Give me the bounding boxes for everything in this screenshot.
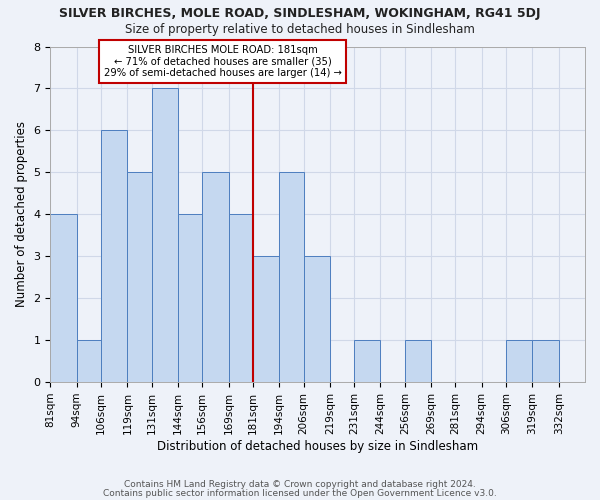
Bar bbox=[506, 340, 532, 382]
Bar bbox=[229, 214, 253, 382]
Bar bbox=[354, 340, 380, 382]
Bar bbox=[152, 88, 178, 382]
Bar bbox=[532, 340, 559, 382]
Bar bbox=[279, 172, 304, 382]
Bar bbox=[304, 256, 330, 382]
Bar bbox=[101, 130, 127, 382]
X-axis label: Distribution of detached houses by size in Sindlesham: Distribution of detached houses by size … bbox=[157, 440, 478, 452]
Y-axis label: Number of detached properties: Number of detached properties bbox=[15, 122, 28, 308]
Text: SILVER BIRCHES, MOLE ROAD, SINDLESHAM, WOKINGHAM, RG41 5DJ: SILVER BIRCHES, MOLE ROAD, SINDLESHAM, W… bbox=[59, 8, 541, 20]
Bar bbox=[405, 340, 431, 382]
Text: Size of property relative to detached houses in Sindlesham: Size of property relative to detached ho… bbox=[125, 22, 475, 36]
Bar bbox=[253, 256, 279, 382]
Bar bbox=[202, 172, 229, 382]
Bar bbox=[77, 340, 101, 382]
Bar bbox=[178, 214, 202, 382]
Bar bbox=[127, 172, 152, 382]
Text: Contains public sector information licensed under the Open Government Licence v3: Contains public sector information licen… bbox=[103, 488, 497, 498]
Bar bbox=[50, 214, 77, 382]
Text: Contains HM Land Registry data © Crown copyright and database right 2024.: Contains HM Land Registry data © Crown c… bbox=[124, 480, 476, 489]
Text: SILVER BIRCHES MOLE ROAD: 181sqm
← 71% of detached houses are smaller (35)
29% o: SILVER BIRCHES MOLE ROAD: 181sqm ← 71% o… bbox=[104, 44, 341, 78]
